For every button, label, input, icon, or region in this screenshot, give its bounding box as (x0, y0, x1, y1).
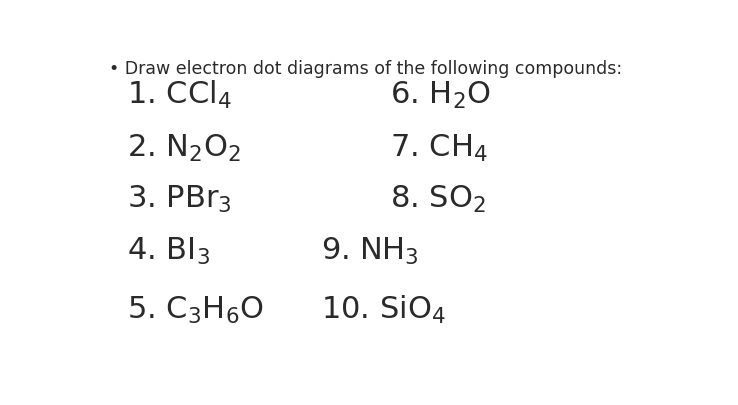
Text: 9. NH$_{\mathregular{3}}$: 9. NH$_{\mathregular{3}}$ (321, 235, 418, 266)
Text: 5. C$_{\mathregular{3}}$H$_{\mathregular{6}}$O: 5. C$_{\mathregular{3}}$H$_{\mathregular… (127, 294, 263, 326)
Text: 1. CCl$_{\mathregular{4}}$: 1. CCl$_{\mathregular{4}}$ (127, 78, 231, 110)
Text: 6. H$_{\mathregular{2}}$O: 6. H$_{\mathregular{2}}$O (390, 79, 490, 110)
Text: 3. PBr$_{\mathregular{3}}$: 3. PBr$_{\mathregular{3}}$ (127, 184, 232, 215)
Text: 4. BI$_{\mathregular{3}}$: 4. BI$_{\mathregular{3}}$ (127, 235, 210, 266)
Text: 2. N$_{\mathregular{2}}$O$_{\mathregular{2}}$: 2. N$_{\mathregular{2}}$O$_{\mathregular… (127, 132, 241, 163)
Text: 7. CH$_{\mathregular{4}}$: 7. CH$_{\mathregular{4}}$ (390, 132, 487, 163)
Text: • Draw electron dot diagrams of the following compounds:: • Draw electron dot diagrams of the foll… (109, 60, 623, 77)
Text: 10. SiO$_{\mathregular{4}}$: 10. SiO$_{\mathregular{4}}$ (321, 293, 446, 326)
Text: 8. SO$_{\mathregular{2}}$: 8. SO$_{\mathregular{2}}$ (390, 184, 486, 215)
